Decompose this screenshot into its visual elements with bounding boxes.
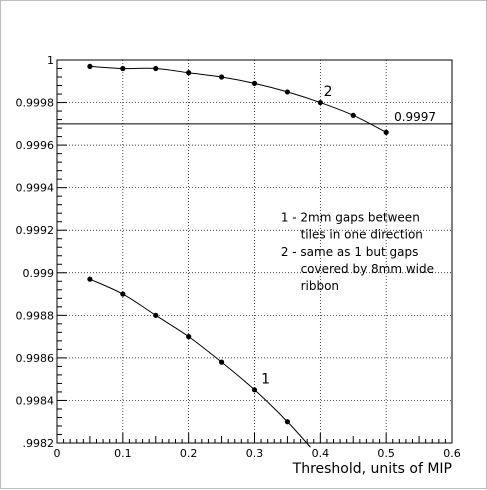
x-tick-label: 0.5 [377,447,395,460]
series-2-point [218,74,225,80]
legend-annotation-text: 1 - 2mm gaps between [281,211,420,225]
series-2-line [89,65,387,133]
series-1-point [87,276,93,282]
x-tick-label: 0 [54,447,61,460]
legend-annotation-text: 2 - same as 1 but gaps [281,245,419,259]
legend-annotation-text: ribbon [301,279,339,293]
legend-annotation-text: tiles in one direction [301,228,423,242]
y-tick-label: 0.9986 [16,352,55,365]
y-tick-label: 1 [47,54,54,67]
series-2-point [153,65,159,72]
reference-line-group: 0.9997 [57,110,452,125]
series-2-point [350,112,356,118]
y-tick-label: 0.9998 [16,97,55,110]
ticks-group [56,59,453,444]
curve-label-1: 1 [261,371,270,387]
legend-annotation-text: covered by 8mm wide [301,262,434,276]
series-1-point [120,291,126,297]
y-tick-label: 0.9992 [16,224,55,237]
labels-group: 0 0.1 0.2 0.3 0.4 0.5 0.6 .9982 0.9984 0.9986 0.99… [16,54,461,477]
curve-label-2: 2 [324,84,333,100]
series-1-point [284,419,291,425]
y-tick-label: 0.999 [23,267,55,280]
series-1-point [153,312,159,318]
x-axis-title: Threshold, units of MIP [292,461,452,477]
series-1-point [218,359,225,365]
x-tick-label: 0.1 [114,447,132,460]
y-tick-label: 0.9988 [16,309,55,322]
x-tick-label: 0.6 [443,447,461,460]
series-2-point [120,65,126,72]
y-tick-label: 0.9996 [16,139,55,152]
series-2-point [383,129,389,135]
reference-line-label: 0.9997 [394,110,436,124]
series-2-point [317,99,323,106]
series-2-point [87,63,93,69]
curves-group [89,65,387,448]
series-1-line [89,278,311,448]
y-tick-label: 0.9994 [16,182,55,195]
points-group [87,63,389,425]
y-tick-label: 0.9984 [16,394,55,407]
series-1-point [186,334,192,340]
series-2-point [251,80,258,87]
series-2-point [186,70,192,76]
x-tick-label: 0.3 [246,447,264,460]
y-tick-label: .9982 [23,437,55,450]
series-2-point [284,89,291,95]
x-tick-label: 0.2 [180,447,198,460]
series-1-point [251,387,258,393]
x-tick-label: 0.4 [312,447,330,460]
